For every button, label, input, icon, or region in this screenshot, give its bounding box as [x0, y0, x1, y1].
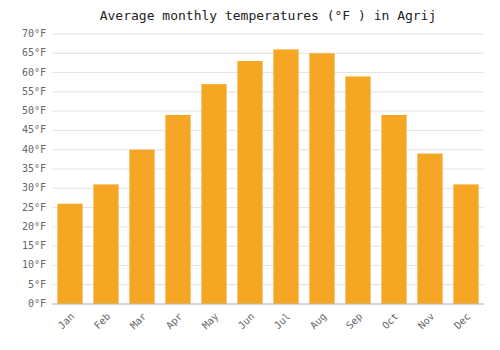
y-axis: 0°F 5°F 10°F 15°F 20°F 25°F 30°F 35°F 40°F 45°F 50… [22, 28, 46, 309]
y-tick-label: 65°F [22, 47, 46, 58]
y-tick-label: 20°F [22, 221, 46, 232]
x-tick-label: Jul [272, 311, 293, 332]
grid-line [52, 111, 484, 112]
x-tick-label: Oct [380, 311, 401, 332]
grid-line [52, 149, 484, 150]
bar [309, 53, 334, 304]
x-tick-label: Jun [236, 311, 257, 332]
bars [57, 49, 478, 304]
title: Average monthly temperatures (°F ) in Ag… [100, 8, 437, 23]
x-axis-line [52, 304, 484, 305]
y-tick-label: 40°F [22, 144, 46, 155]
bar [165, 115, 190, 304]
x-tick-label: Aug [308, 311, 329, 332]
grid-line [52, 130, 484, 131]
y-tick-label: 15°F [22, 240, 46, 251]
y-tick-label: 70°F [22, 28, 46, 39]
x-tick-label: Feb [92, 311, 113, 332]
bar [273, 49, 298, 304]
grid-line [52, 72, 484, 73]
y-tick-label: 5°F [28, 279, 46, 290]
x-tick-label: Apr [164, 311, 185, 332]
x-tick-label: Mar [128, 311, 149, 332]
y-tick-label: 0°F [28, 298, 46, 309]
grid [52, 34, 484, 304]
y-tick-label: 55°F [22, 86, 46, 97]
y-tick-label: 45°F [22, 124, 46, 135]
grid-line [52, 34, 484, 35]
y-tick-label: 10°F [22, 259, 46, 270]
grid-line [52, 304, 484, 305]
bar [237, 61, 262, 304]
chart: 0°F 5°F 10°F 15°F 20°F 25°F 30°F 35°F 40°F 45°F 50… [0, 0, 500, 350]
bar [453, 184, 478, 304]
bar [381, 115, 406, 304]
bar [201, 84, 226, 304]
y-tick-label: 50°F [22, 105, 46, 116]
bar [345, 76, 370, 304]
y-tick-label: 60°F [22, 67, 46, 78]
x-tick-label: Nov [416, 311, 437, 332]
x-tick-label: Sep [344, 311, 365, 332]
y-tick-label: 35°F [22, 163, 46, 174]
x-axis: Jan Feb Mar Apr May Jun Jul Aug Sep Oct Nov Dec [56, 311, 473, 332]
y-tick-label: 25°F [22, 202, 46, 213]
x-tick-label: Dec [452, 311, 473, 332]
bar [417, 154, 442, 304]
bar [57, 204, 82, 304]
grid-line [52, 91, 484, 92]
bar [129, 150, 154, 304]
grid-line [52, 53, 484, 54]
x-tick-label: May [200, 311, 221, 332]
x-tick-label: Jan [56, 311, 77, 332]
y-tick-label: 30°F [22, 182, 46, 193]
bar [93, 184, 118, 304]
